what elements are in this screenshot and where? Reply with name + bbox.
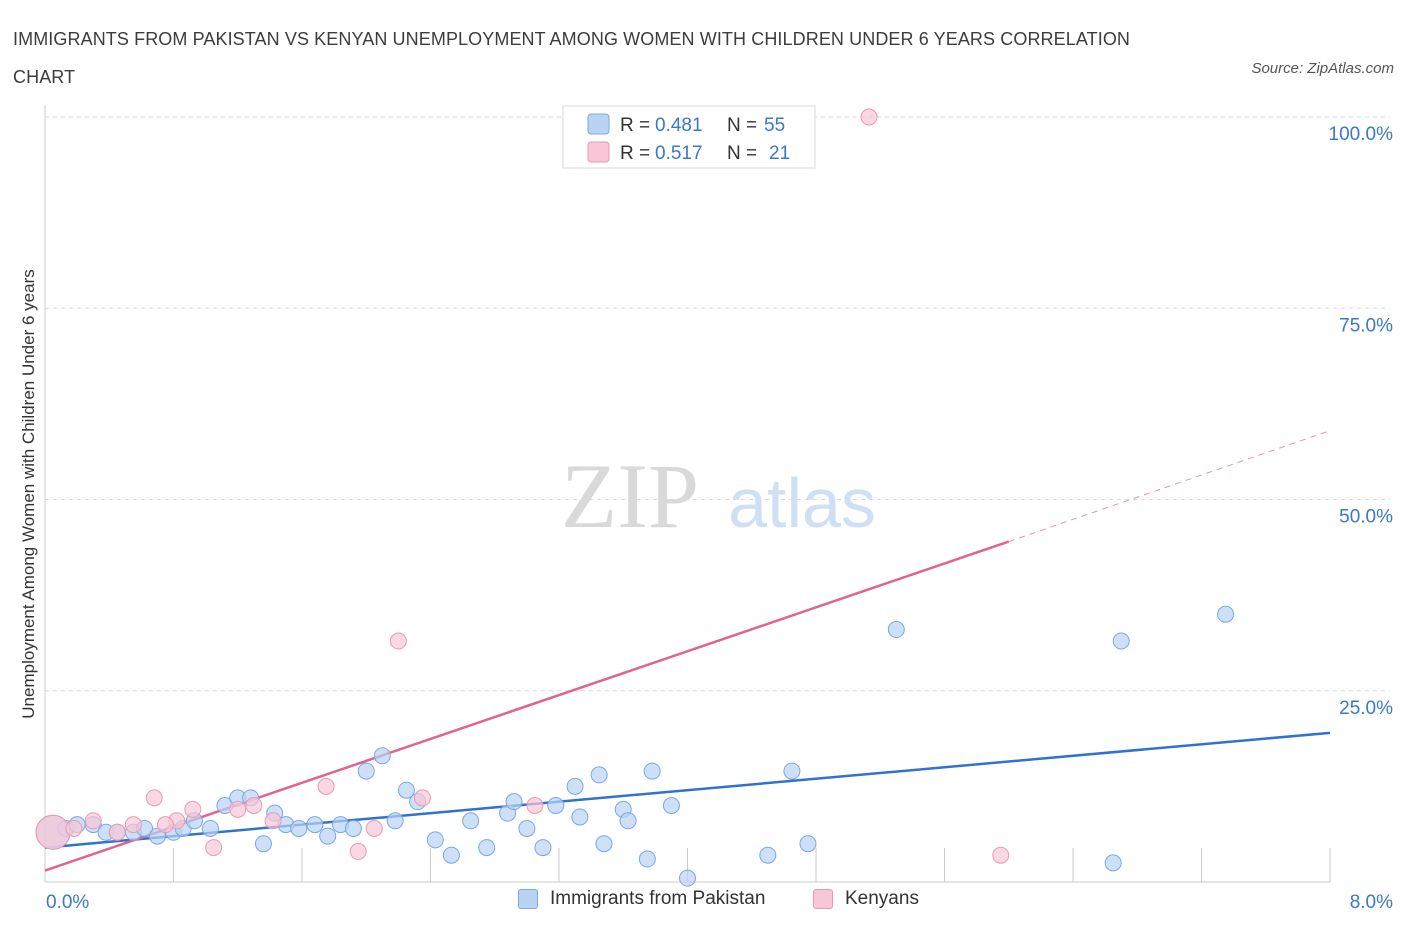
- point-kenyans: [229, 800, 247, 818]
- watermark-atlas: atlas: [728, 464, 876, 542]
- point-kenyans: [389, 632, 407, 650]
- point-pakistan: [426, 831, 444, 849]
- point-pakistan: [887, 621, 905, 639]
- point-kenyans: [35, 814, 71, 850]
- point-pakistan: [643, 762, 661, 780]
- point-pakistan: [619, 812, 637, 830]
- point-kenyans: [65, 819, 83, 837]
- legend-label-kenyans: Kenyans: [845, 888, 919, 909]
- point-pakistan: [799, 835, 817, 853]
- point-kenyans: [860, 108, 878, 126]
- source-label: Source: ZipAtlas.com: [1251, 60, 1394, 77]
- watermark-zip: ZIP: [561, 445, 699, 547]
- point-pakistan: [679, 869, 696, 887]
- bottom-legend: Immigrants from Pakistan Kenyans: [0, 888, 1406, 918]
- point-kenyans: [108, 823, 126, 841]
- point-pakistan: [319, 827, 337, 845]
- top-legend: R = 0.481 N = 55 R = 0.517 N = 21: [562, 105, 816, 169]
- legend-r-value-2: 0.517: [655, 143, 703, 164]
- x-tick-labels: 0.0% 8.0%: [46, 892, 1393, 913]
- point-kenyans: [317, 777, 335, 795]
- legend-swatch-blue: [587, 113, 610, 135]
- point-pakistan: [571, 808, 589, 826]
- point-kenyans: [156, 816, 174, 834]
- point-pakistan: [1217, 605, 1235, 623]
- point-pakistan: [397, 781, 415, 799]
- point-kenyans: [84, 812, 102, 830]
- point-pakistan: [344, 819, 362, 837]
- point-kenyans: [245, 797, 263, 814]
- legend-item-kenyans[interactable]: Kenyans: [813, 888, 919, 910]
- point-kenyans: [365, 819, 383, 837]
- trend-line-kenyans: [44, 540, 1010, 872]
- watermark: ZIP atlas: [561, 445, 876, 547]
- y-axis-label: Unemployment Among Women with Children U…: [19, 269, 38, 718]
- y-tick-label: 25.0%: [1339, 698, 1393, 719]
- point-pakistan: [357, 762, 375, 780]
- point-kenyans: [184, 800, 202, 818]
- point-pakistan: [638, 850, 656, 868]
- point-kenyans: [205, 839, 223, 857]
- point-pakistan: [590, 766, 608, 784]
- trend-lines: [44, 430, 1331, 872]
- point-pakistan: [1104, 854, 1122, 872]
- y-tick-labels: 100.0% 75.0% 50.0% 25.0%: [1329, 124, 1394, 719]
- trend-line-kenyans-extension: [1008, 430, 1331, 543]
- legend-item-pakistan[interactable]: Immigrants from Pakistan: [518, 888, 765, 910]
- legend-label-pakistan: Immigrants from Pakistan: [550, 888, 766, 909]
- y-tick-label: 50.0%: [1339, 507, 1393, 528]
- data-points: [35, 108, 1235, 887]
- legend-swatch-pink: [587, 141, 610, 163]
- point-pakistan: [759, 846, 777, 864]
- legend-r-label-1: R =: [620, 115, 650, 136]
- legend-n-label-1: N =: [727, 115, 757, 136]
- point-pakistan: [547, 797, 565, 814]
- legend-swatch-pakistan: [518, 889, 538, 909]
- chart-title: IMMIGRANTS FROM PAKISTAN VS KENYAN UNEMP…: [13, 29, 1131, 87]
- point-pakistan: [478, 839, 496, 857]
- point-kenyans: [264, 812, 282, 830]
- trend-line-pakistan: [44, 731, 1331, 849]
- point-kenyans: [992, 846, 1010, 864]
- point-pakistan: [662, 797, 680, 814]
- point-pakistan: [442, 846, 460, 864]
- point-pakistan: [595, 835, 613, 853]
- point-pakistan: [254, 835, 272, 853]
- point-kenyans: [145, 789, 163, 807]
- point-pakistan: [373, 747, 391, 765]
- point-pakistan: [462, 812, 480, 830]
- x-tick-label: 0.0%: [46, 892, 89, 913]
- y-tick-label: 100.0%: [1329, 124, 1394, 145]
- legend-r-label-2: R =: [620, 143, 650, 164]
- point-kenyans: [413, 789, 431, 807]
- legend-r-value-1: 0.481: [655, 115, 703, 136]
- legend-n-value-1: 55: [764, 115, 785, 136]
- point-pakistan: [306, 816, 324, 834]
- point-pakistan: [201, 819, 219, 837]
- point-pakistan: [518, 819, 536, 837]
- point-pakistan: [290, 819, 308, 837]
- point-pakistan: [783, 762, 801, 780]
- point-kenyans: [349, 842, 367, 860]
- point-pakistan: [386, 812, 404, 830]
- legend-n-label-2: N =: [727, 143, 757, 164]
- point-pakistan: [534, 839, 552, 857]
- legend-n-value-2: 21: [769, 143, 790, 164]
- point-kenyans: [526, 797, 544, 814]
- point-kenyans: [124, 816, 142, 834]
- legend-swatch-kenyans: [813, 889, 833, 909]
- point-pakistan: [1112, 632, 1130, 650]
- y-tick-label: 75.0%: [1339, 315, 1393, 336]
- x-tick-label: 8.0%: [1350, 892, 1393, 913]
- point-pakistan: [505, 793, 523, 811]
- point-pakistan: [566, 777, 584, 795]
- grid-lines: [45, 116, 1390, 692]
